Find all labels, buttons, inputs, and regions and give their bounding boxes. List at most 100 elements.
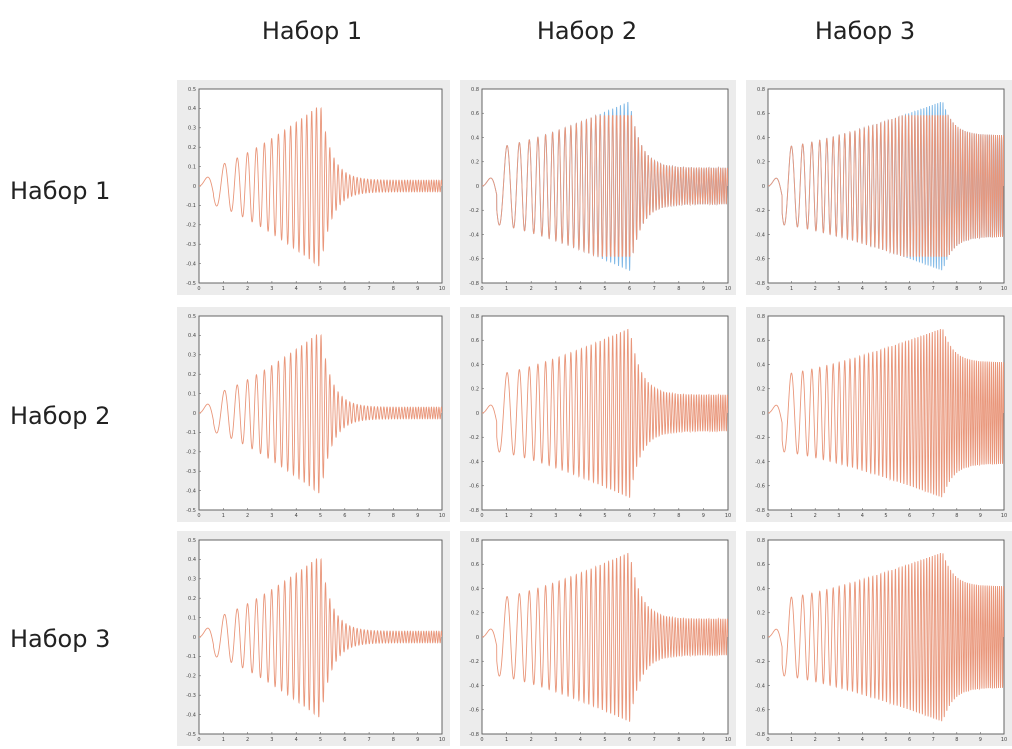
x-tick-label: 3 xyxy=(554,513,557,519)
x-tick-label: 10 xyxy=(439,737,445,743)
x-tick-label: 7 xyxy=(368,513,371,519)
plot-r3-c1: 0.5 0.4 0.3 0.2 0.1 0 -0.1 -0.2 -0.3 -0.4 -0.5 0 1 2 3… xyxy=(177,531,450,746)
y-tick-label: 0.2 xyxy=(188,596,196,602)
x-tick-label: 6 xyxy=(908,286,911,292)
y-tick-label: 0.3 xyxy=(188,353,196,359)
x-tick-label: 0 xyxy=(766,286,769,292)
y-tick-label: -0.4 xyxy=(755,232,765,238)
x-tick-label: 7 xyxy=(932,513,935,519)
plot-r2-c2: 0.8 0.6 0.4 0.2 0 -0.2 -0.4 -0.6 -0.8 0 1 2 3 4 5 6 7 8 9 1… xyxy=(460,307,736,522)
x-tick-label: 8 xyxy=(392,513,395,519)
y-tick-label: -0.8 xyxy=(755,508,765,514)
y-tick-label: 0.5 xyxy=(188,314,196,320)
plot-svg: 0.80.60.40.20-0.2-0.4-0.6-0.80 1 2 3 4 5 6 7 8 9 1… xyxy=(469,538,731,743)
plot-svg: 0.80.60.40.20-0.2-0.4-0.6-0.80 1 2 3 4 5 6 7 8 9 1… xyxy=(755,314,1007,519)
x-tick-label: 8 xyxy=(392,286,395,292)
y-tick-label: -0.2 xyxy=(186,674,196,680)
y-tick-label: -0.8 xyxy=(469,732,479,738)
y-tick-label: -0.4 xyxy=(186,712,196,718)
x-tick-label: 3 xyxy=(837,737,840,743)
x-tick-label: 9 xyxy=(979,286,982,292)
y-tick-label: -0.2 xyxy=(755,208,765,214)
series-line xyxy=(199,106,442,267)
x-tick-label: 5 xyxy=(884,286,887,292)
x-tick-label: 4 xyxy=(861,737,864,743)
y-tick-label: 0 xyxy=(193,635,196,641)
y-tick-label: 0.2 xyxy=(471,160,479,166)
x-tick-label: 0 xyxy=(480,286,483,292)
y-tick-label: -0.2 xyxy=(186,223,196,229)
y-tick-label: 0.8 xyxy=(757,538,765,544)
x-tick-label: 8 xyxy=(677,513,680,519)
y-tick-label: -0.3 xyxy=(186,693,196,699)
y-tick-label: 0 xyxy=(193,184,196,190)
x-tick-label: 4 xyxy=(861,286,864,292)
plot-svg: 0.50.40.30.20.10-0.1-0.2-0.3-0.4-0.50 1 2 3… xyxy=(186,314,445,519)
plot-r2-c1: 0.5 0.4 0.3 0.2 0.1 0 -0.1 -0.2 -0.3 -0.4 -0.5 0 1 2 3… xyxy=(177,307,450,522)
plot-svg: 0.80.60.40.20-0.2-0.4-0.6-0.80 1 2 3 4 5 6 7 8 9 1… xyxy=(755,538,1007,743)
y-tick-label: -0.2 xyxy=(755,435,765,441)
x-tick-label: 0 xyxy=(766,737,769,743)
y-tick-label: 0.4 xyxy=(188,106,196,112)
y-tick-label: -0.4 xyxy=(469,232,479,238)
x-tick-label: 7 xyxy=(368,286,371,292)
x-tick-label: 6 xyxy=(628,737,631,743)
plot-svg: 0.80.60.40.20-0.2-0.4-0.6-0.80 1 2 3 4 5 6 7 8 9 1… xyxy=(755,87,1007,292)
series-line xyxy=(768,552,1004,722)
y-tick-label: 0.8 xyxy=(471,314,479,320)
x-tick-label: 2 xyxy=(246,737,249,743)
y-tick-label: 0.4 xyxy=(471,362,479,368)
x-tick-label: 10 xyxy=(725,513,731,519)
y-tick-label: -0.1 xyxy=(186,654,196,660)
y-tick-label: -0.5 xyxy=(186,508,196,514)
x-tick-label: 9 xyxy=(979,513,982,519)
y-tick-label: 0 xyxy=(193,411,196,417)
column-header-2: Набор 2 xyxy=(536,17,638,45)
y-tick-label: 0.2 xyxy=(188,372,196,378)
y-tick-label: 0.6 xyxy=(757,338,765,344)
x-tick-label: 1 xyxy=(790,737,793,743)
x-tick-label: 6 xyxy=(343,513,346,519)
x-tick-label: 2 xyxy=(530,737,533,743)
y-tick-label: -0.1 xyxy=(186,203,196,209)
y-tick-label: -0.6 xyxy=(755,708,765,714)
x-tick-label: 9 xyxy=(702,513,705,519)
x-tick-label: 7 xyxy=(653,286,656,292)
x-tick-label: 10 xyxy=(725,737,731,743)
plot-r2-c3: 0.8 0.6 0.4 0.2 0 -0.2 -0.4 -0.6 -0.8 0 1 2 3 4 5 6 7 8 9 1… xyxy=(746,307,1012,522)
y-tick-label: -0.4 xyxy=(186,488,196,494)
y-tick-label: 0.6 xyxy=(757,111,765,117)
x-tick-label: 6 xyxy=(908,737,911,743)
row-header-1: Набор 1 xyxy=(10,177,111,205)
x-tick-label: 7 xyxy=(932,286,935,292)
x-tick-label: 5 xyxy=(319,286,322,292)
y-tick-label: -0.8 xyxy=(755,281,765,287)
x-tick-label: 1 xyxy=(505,737,508,743)
x-tick-label: 8 xyxy=(955,737,958,743)
y-tick-label: 0.8 xyxy=(471,87,479,93)
y-tick-label: -0.2 xyxy=(469,435,479,441)
x-tick-label: 5 xyxy=(884,737,887,743)
plot-r3-c2: 0.8 0.6 0.4 0.2 0 -0.2 -0.4 -0.6 -0.8 0 1 2 3 4 5 6 7 8 9 1… xyxy=(460,531,736,746)
series-line xyxy=(482,552,728,722)
y-tick-label: 0.6 xyxy=(471,111,479,117)
y-tick-label: -0.6 xyxy=(469,257,479,263)
y-tick-label: 0 xyxy=(476,635,479,641)
y-tick-label: -0.4 xyxy=(469,683,479,689)
plot-r1-c1: 0.5 0.4 0.3 0.2 0.1 0 -0.1 -0.2 -0.3 -0.4 -0.5 0 1 2 3… xyxy=(177,80,450,295)
plot-svg: 0.80.60.40.20-0.2-0.4-0.6-0.80 1 2 3 4 5 6 7 8 9 1… xyxy=(469,314,731,519)
y-tick-label: 0.3 xyxy=(188,577,196,583)
x-tick-label: 2 xyxy=(530,286,533,292)
x-tick-label: 7 xyxy=(932,737,935,743)
x-tick-label: 6 xyxy=(343,737,346,743)
plot-r1-c3: 0.8 0.6 0.4 0.2 0 -0.2 -0.4 -0.6 -0.8 0 1 2 3 4 5 6 7 8 9 1… xyxy=(746,80,1012,295)
x-tick-label: 2 xyxy=(246,513,249,519)
y-tick-label: 0.4 xyxy=(471,586,479,592)
y-tick-label: 0.2 xyxy=(471,387,479,393)
column-header-3: Набор 3 xyxy=(814,17,916,45)
plot-frame xyxy=(767,88,1005,284)
x-tick-label: 0 xyxy=(197,737,200,743)
x-tick-label: 5 xyxy=(603,286,606,292)
x-tick-label: 1 xyxy=(222,737,225,743)
x-tick-label: 6 xyxy=(628,286,631,292)
